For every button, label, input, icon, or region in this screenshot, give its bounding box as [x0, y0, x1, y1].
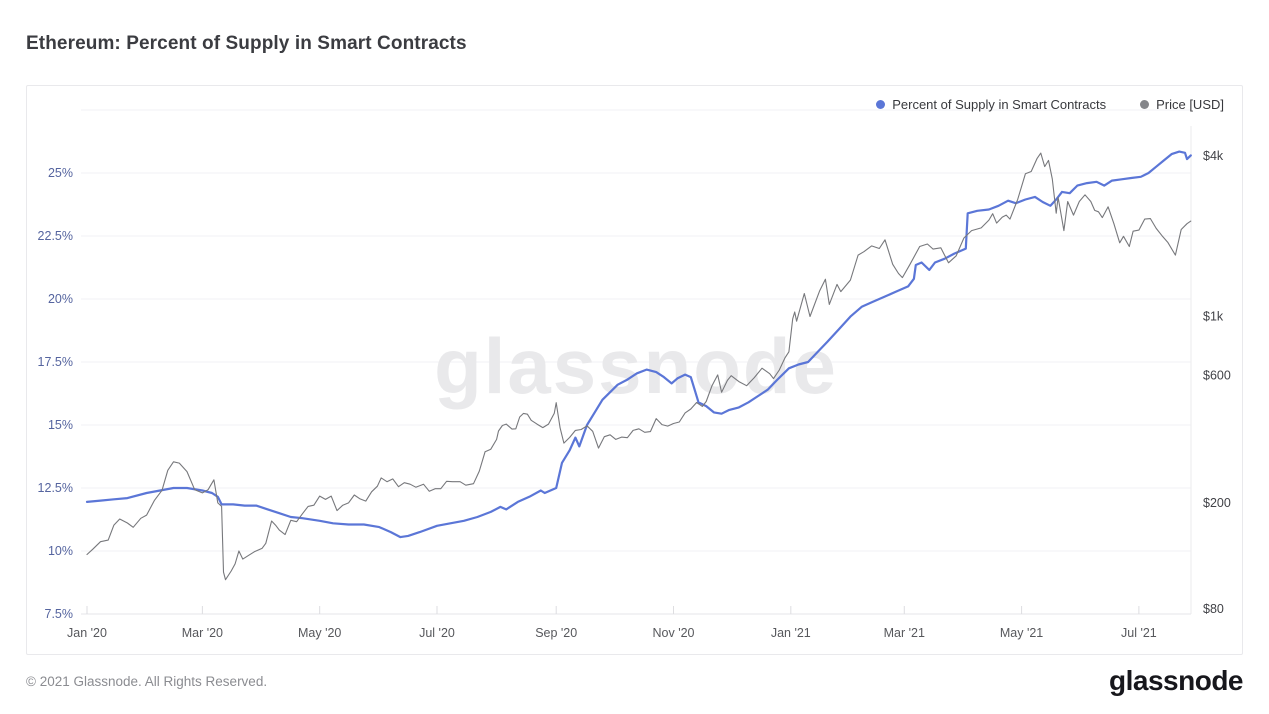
y-left-tick-label: 20%: [48, 292, 73, 306]
watermark-text: glassnode: [434, 322, 838, 410]
legend-label-percent-supply: Percent of Supply in Smart Contracts: [892, 97, 1107, 112]
y-right-tick-label: $80: [1203, 602, 1224, 616]
x-tick-label: Nov '20: [653, 626, 695, 640]
y-left-tick-label: 12.5%: [38, 481, 73, 495]
y-right-tick-label: $4k: [1203, 149, 1224, 163]
legend-dot-percent-supply-icon: [876, 100, 886, 109]
legend-item-percent-supply[interactable]: Percent of Supply in Smart Contracts: [876, 97, 1106, 112]
y-left-tick-label: 22.5%: [38, 229, 73, 243]
x-tick-label: May '21: [1000, 626, 1043, 640]
series-line-percent-supply[interactable]: [85, 150, 1192, 539]
x-tick-label: Mar '21: [884, 626, 925, 640]
y-right-tick-label: $1k: [1203, 310, 1224, 324]
x-tick-label: May '20: [298, 626, 341, 640]
legend-item-price-usd[interactable]: Price [USD]: [1140, 97, 1224, 112]
x-tick-label: Mar '20: [182, 626, 223, 640]
footer-brand-logo: glassnode: [1109, 665, 1243, 696]
series-line-price-usd[interactable]: [86, 152, 1192, 581]
legend-dot-price-usd-icon: [1140, 100, 1150, 109]
legend-label-price-usd: Price [USD]: [1156, 97, 1224, 112]
x-tick-label: Sep '20: [535, 626, 577, 640]
chart-plot-area[interactable]: glassnode Jan '20 Mar '20 May '20 Jul '20 Sep…: [27, 86, 1242, 654]
x-tick-label: Jan '20: [67, 626, 107, 640]
y-left-tick-label: 10%: [48, 544, 73, 558]
y-right-tick-label: $200: [1203, 496, 1231, 510]
chart-legend: Percent of Supply in Smart Contracts Pri…: [876, 97, 1224, 112]
y-left-tick-label: 25%: [48, 166, 73, 180]
chart-card: Percent of Supply in Smart Contracts Pri…: [26, 85, 1243, 655]
y-left-tick-label: 7.5%: [45, 607, 74, 621]
x-tick-label: Jul '21: [1121, 626, 1157, 640]
x-tick-label: Jul '20: [419, 626, 455, 640]
y-left-tick-label: 17.5%: [38, 355, 73, 369]
page-title: Ethereum: Percent of Supply in Smart Con…: [26, 33, 467, 54]
footer-copyright: © 2021 Glassnode. All Rights Reserved.: [26, 674, 268, 689]
y-left-tick-label: 15%: [48, 418, 73, 432]
x-tick-label: Jan '21: [771, 626, 811, 640]
y-right-tick-label: $600: [1203, 369, 1231, 383]
